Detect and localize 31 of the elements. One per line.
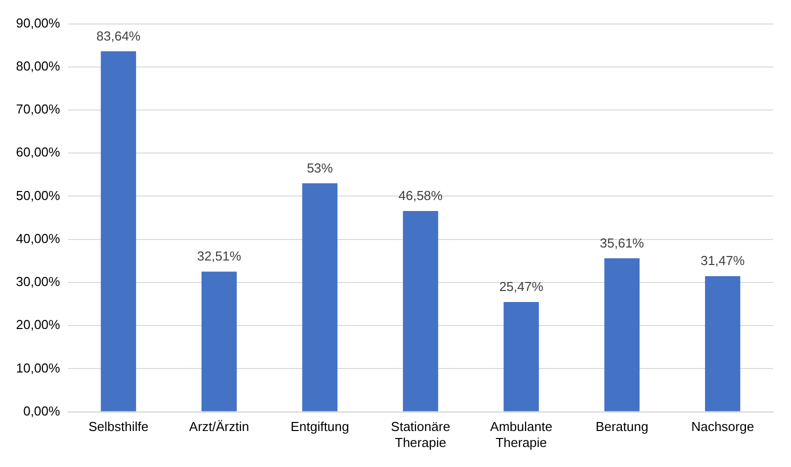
data-label: 83,64% bbox=[96, 28, 141, 44]
bar bbox=[302, 183, 338, 412]
y-tick-label: 10,00% bbox=[16, 360, 61, 376]
bar bbox=[504, 302, 539, 412]
y-tick-label: 80,00% bbox=[16, 58, 61, 74]
y-tick-label: 40,00% bbox=[16, 230, 61, 246]
x-tick-label: Entgiftung bbox=[290, 419, 350, 434]
x-tick-label: Arzt/Ärztin bbox=[189, 419, 250, 434]
y-tick-label: 60,00% bbox=[16, 144, 61, 160]
bar bbox=[202, 272, 237, 412]
data-label: 35,61% bbox=[600, 235, 644, 250]
data-label: 46,58% bbox=[398, 188, 444, 204]
data-label: 31,47% bbox=[700, 253, 746, 268]
x-tick-label: Ambulante Therapie bbox=[490, 419, 552, 450]
y-tick-label: 0,00% bbox=[23, 403, 61, 418]
x-tick-label: Stationäre Therapie bbox=[390, 419, 450, 450]
bar bbox=[402, 210, 438, 412]
y-tick-label: 30,00% bbox=[16, 274, 61, 290]
x-tick-label: Beratung bbox=[596, 419, 648, 434]
y-tick-label: 90,00% bbox=[16, 15, 61, 30]
bar bbox=[604, 258, 640, 412]
bar bbox=[100, 51, 136, 412]
y-tick-label: 20,00% bbox=[16, 317, 61, 332]
data-label: 25,47% bbox=[499, 279, 544, 294]
data-label: 32,51% bbox=[197, 248, 242, 264]
data-label: 53% bbox=[306, 160, 334, 176]
bar bbox=[705, 276, 740, 412]
x-tick-label: Selbsthilfe bbox=[88, 419, 148, 434]
y-tick-label: 70,00% bbox=[16, 102, 61, 117]
x-tick-label: Nachsorge bbox=[691, 419, 754, 434]
y-tick-label: 50,00% bbox=[16, 188, 61, 203]
